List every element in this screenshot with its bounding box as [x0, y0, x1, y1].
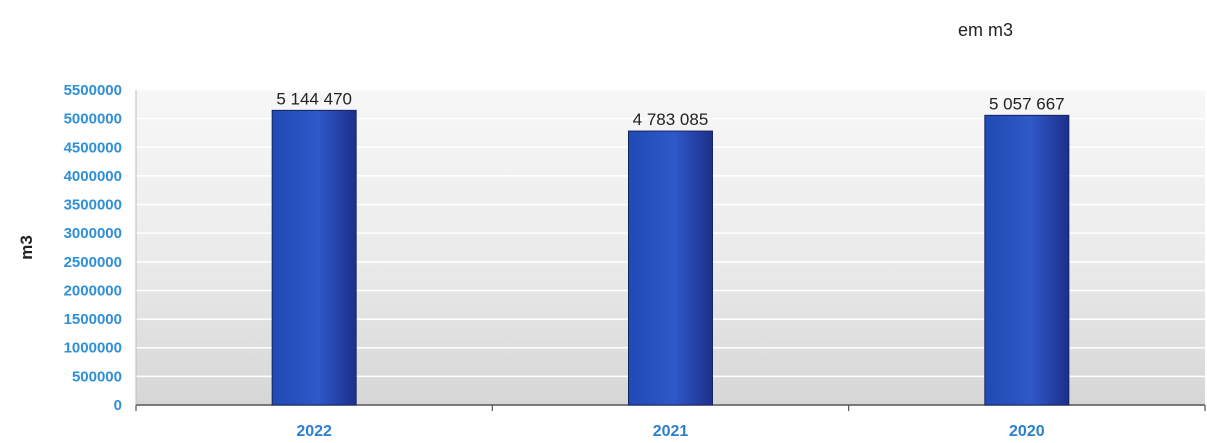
- x-tick-label-2021: 2021: [653, 423, 689, 440]
- data-label-2021: 4 783 085: [633, 110, 709, 129]
- data-label-2020: 5 057 667: [989, 94, 1065, 113]
- y-tick-label: 1500000: [64, 311, 122, 328]
- y-tick-label: 3500000: [64, 197, 122, 214]
- bar-2021: [628, 130, 713, 406]
- x-tick-labels: 2022 2021 2020: [296, 423, 1044, 440]
- y-axis-label: m3: [17, 235, 36, 260]
- y-tick-label: 3000000: [64, 225, 122, 242]
- y-tick-label: 5500000: [64, 82, 122, 99]
- data-labels: 5 144 470 4 783 085 5 057 667: [276, 89, 1064, 129]
- y-tick-labels: 0 500000 1000000 1500000 2000000 2500000 30000…: [64, 82, 122, 414]
- bar-2022: [271, 109, 357, 406]
- bar-2020: [984, 114, 1070, 406]
- bars: [271, 109, 1070, 406]
- y-tick-label: 5000000: [64, 111, 122, 128]
- y-tick-label: 1000000: [64, 340, 122, 357]
- data-label-2022: 5 144 470: [276, 89, 352, 108]
- y-tick-label: 0: [114, 397, 122, 414]
- y-tick-label: 4500000: [64, 139, 122, 156]
- x-tick-label-2022: 2022: [296, 423, 332, 440]
- y-tick-label: 2000000: [64, 282, 122, 299]
- unit-note: em m3: [958, 20, 1014, 40]
- y-tick-label: 500000: [72, 368, 122, 385]
- y-tick-label: 2500000: [64, 254, 122, 271]
- y-tick-label: 4000000: [64, 168, 122, 185]
- x-tick-label-2020: 2020: [1009, 423, 1045, 440]
